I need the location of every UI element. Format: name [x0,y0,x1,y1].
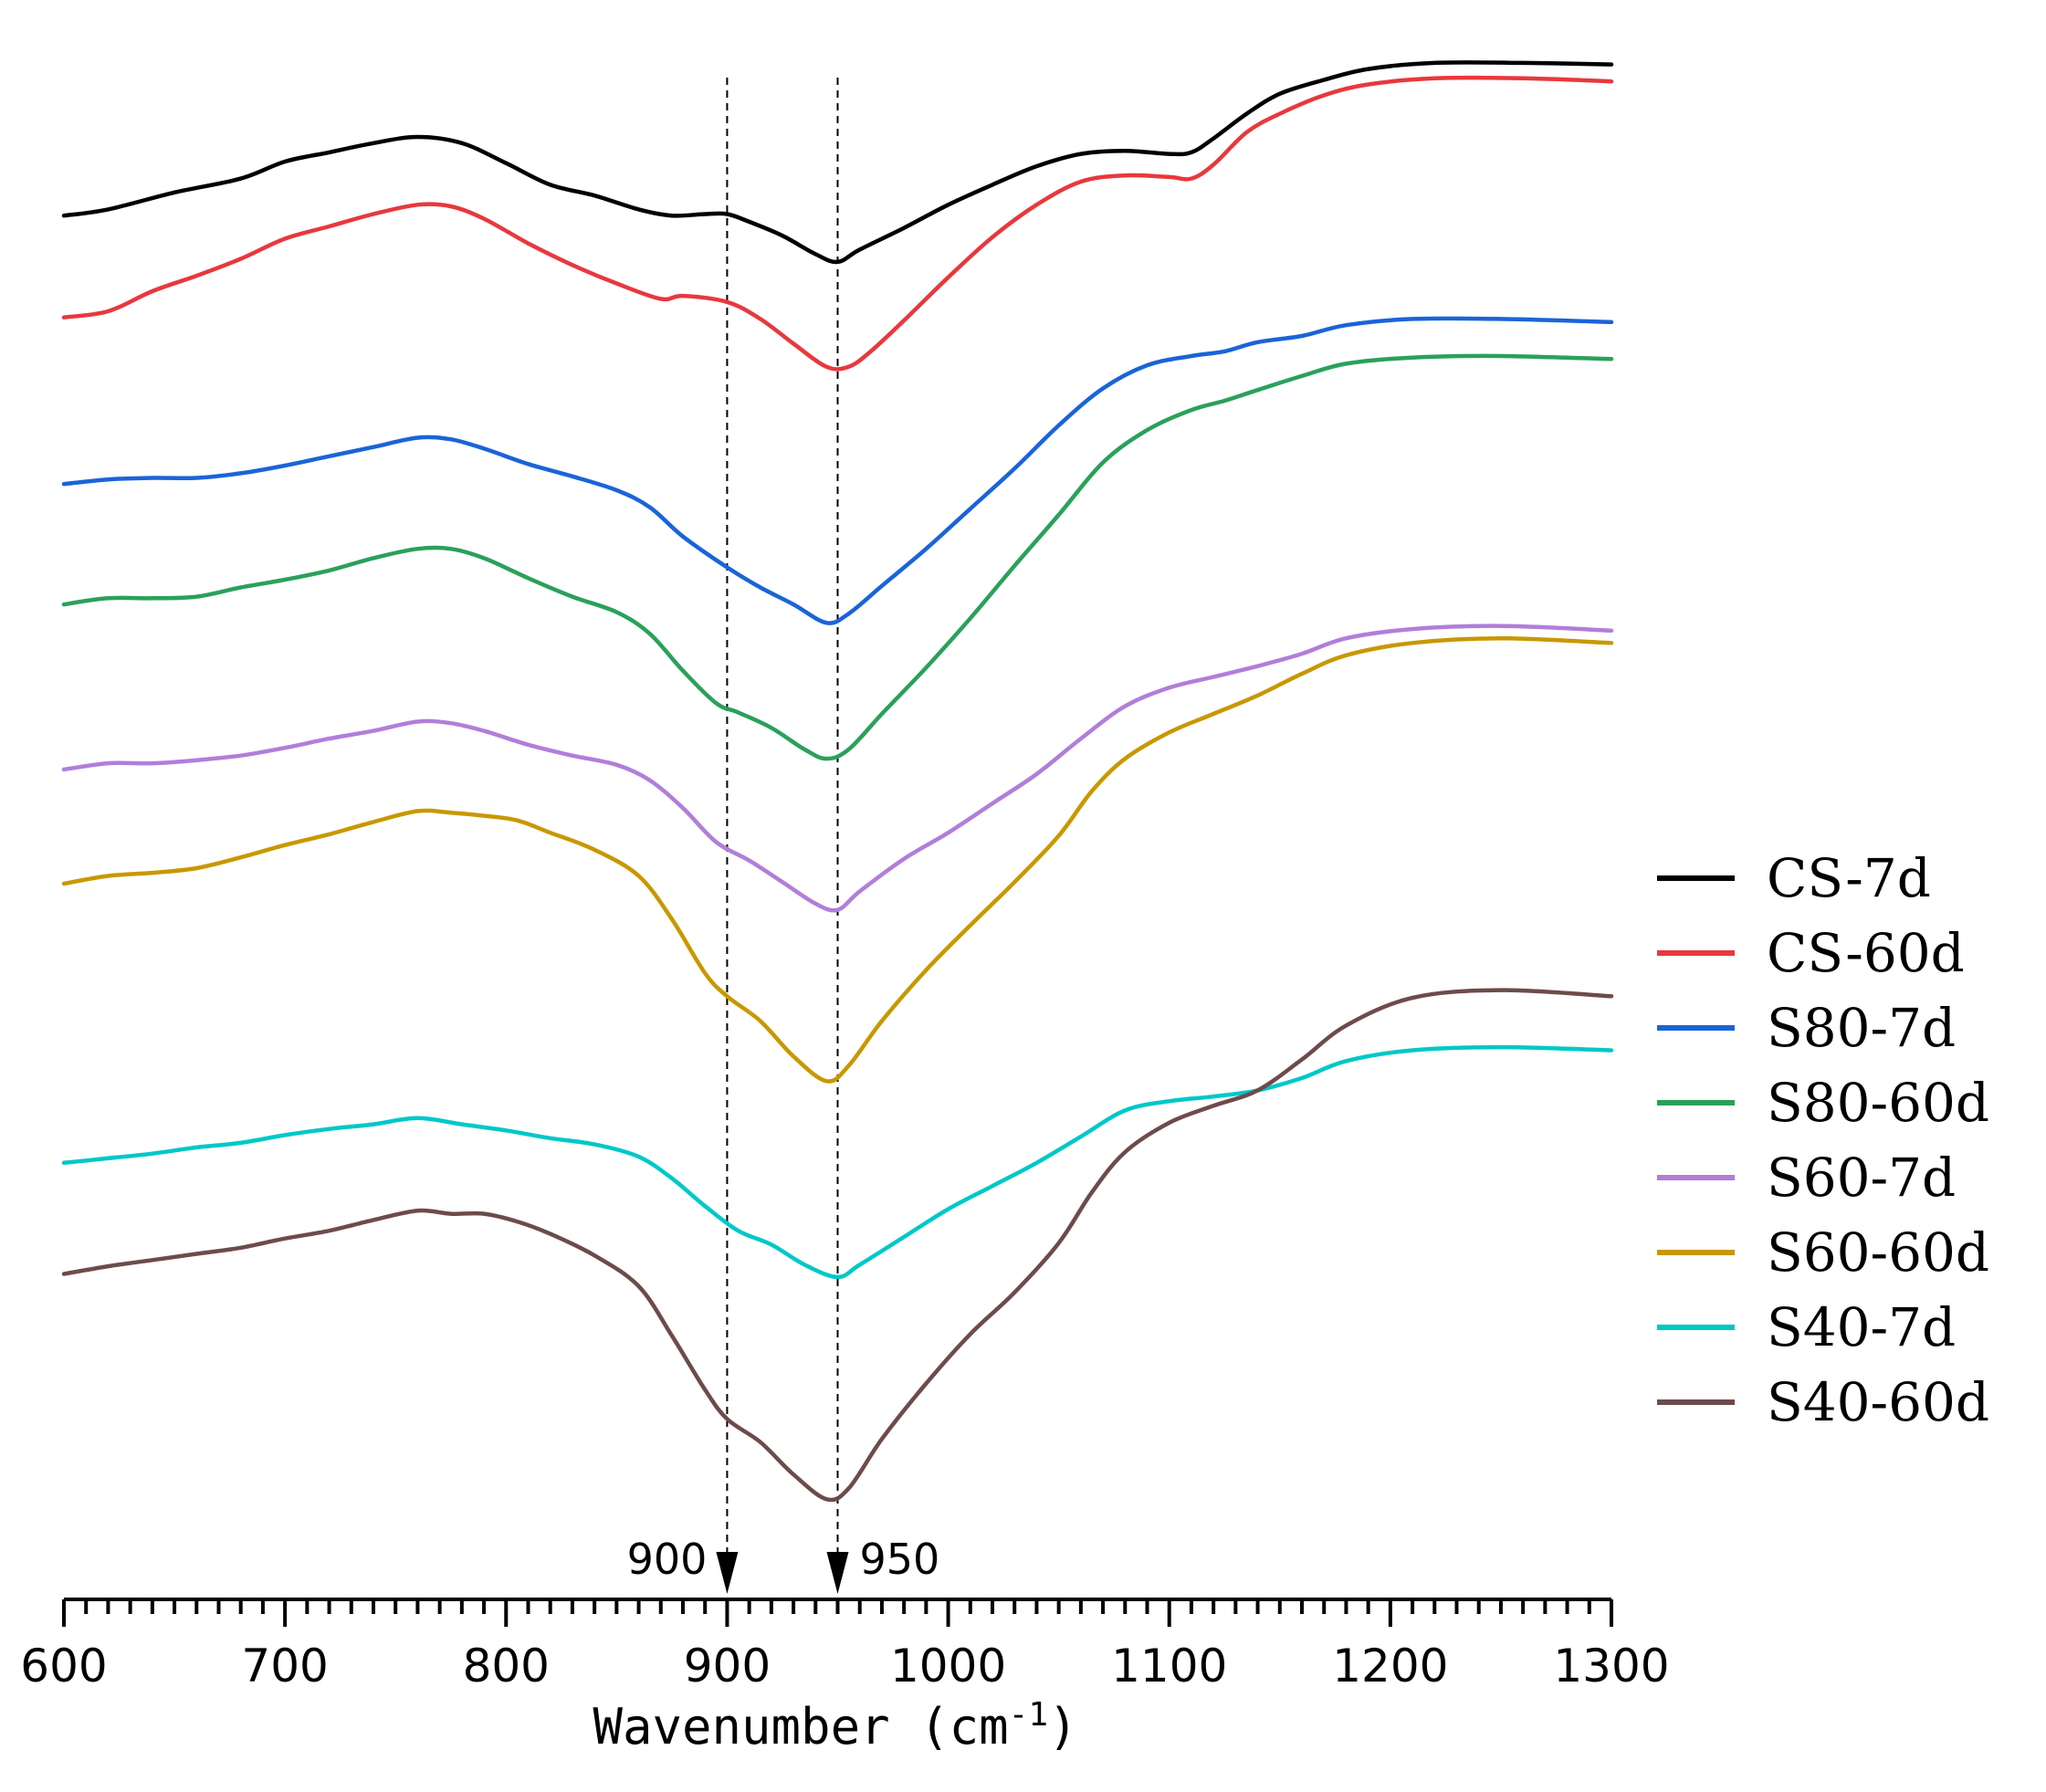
x-tick-label: 1300 [1553,1640,1669,1692]
legend-label-s60-7d: S60-7d [1767,1147,1956,1209]
reference-label-900: 900 [627,1535,708,1584]
reference-lines: 900 950 [627,78,940,1594]
x-tick-label: 600 [20,1640,107,1692]
legend-label-cs-7d: CS-7d [1767,847,1931,909]
x-tick-label: 1200 [1332,1640,1448,1692]
x-axis: 600 700 800 900 1000 1100 1200 1300 [20,1598,1670,1692]
series-line-s80-60d [61,353,1614,761]
x-tick-label: 800 [463,1640,550,1692]
reference-label-950: 950 [860,1535,940,1584]
legend-label-s80-60d: S80-60d [1767,1072,1989,1134]
legend: CS-7d CS-60d S80-7d S80-60d S60-7d S60-60d S40… [1657,847,1989,1433]
x-tick-label: 1100 [1111,1640,1227,1692]
x-axis-title-text: Wavenumber (cm [593,1698,1008,1755]
x-tick-label: 1000 [890,1640,1006,1692]
reference-arrow-950 [826,1552,849,1594]
legend-label-s80-7d: S80-7d [1767,997,1956,1059]
x-tick-label: 700 [241,1640,328,1692]
series-line-s40-60d [61,988,1614,1503]
legend-label-s60-60d: S60-60d [1767,1221,1989,1284]
legend-label-s40-60d: S40-60d [1767,1371,1989,1433]
x-axis-title-superscript: -1 [1009,1696,1048,1734]
series-line-cs-60d [61,75,1614,372]
series-layer [61,60,1614,1503]
x-axis-title-suffix: ) [1048,1698,1078,1755]
legend-label-cs-60d: CS-60d [1767,922,1965,984]
x-tick-label: 900 [684,1640,771,1692]
reference-arrow-900 [716,1552,739,1594]
x-axis-title: Wavenumber (cm-1) [593,1696,1077,1755]
legend-label-s40-7d: S40-7d [1767,1296,1956,1358]
series-line-s60-60d [61,635,1614,1084]
series-line-s60-7d [61,624,1614,913]
series-line-cs-7d [61,60,1614,265]
series-line-s80-7d [61,316,1614,625]
